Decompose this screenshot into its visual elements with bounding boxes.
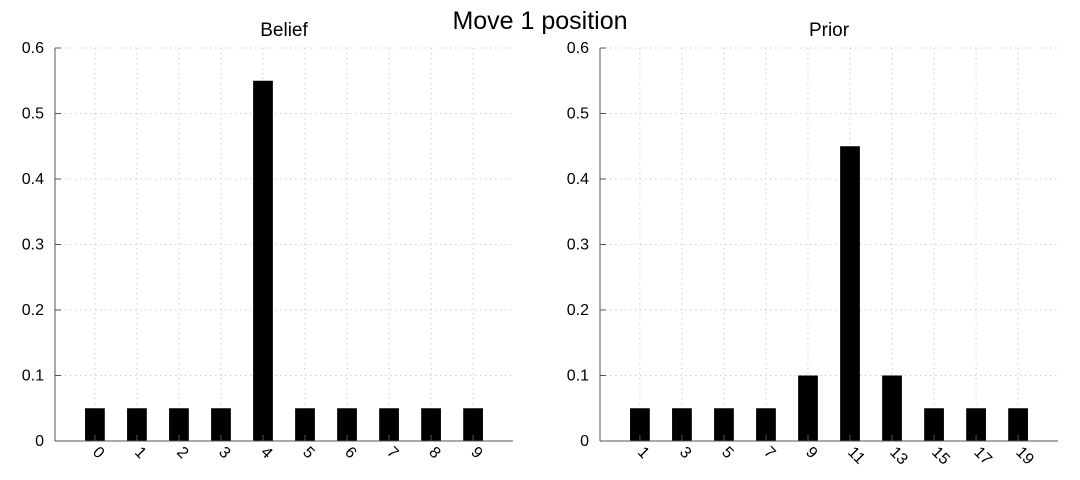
belief-xtick-label: 6 bbox=[341, 444, 359, 462]
belief-ytick-label: 0.4 bbox=[22, 171, 44, 188]
prior-bar-7 bbox=[756, 408, 776, 441]
belief-xtick-label: 8 bbox=[425, 444, 443, 462]
prior-xtick-label: 9 bbox=[802, 444, 820, 462]
belief-ytick-label: 0.1 bbox=[22, 368, 44, 385]
prior-ytick-label: 0.2 bbox=[567, 302, 589, 319]
belief-xtick-label: 7 bbox=[383, 444, 401, 462]
prior-ytick-label: 0.4 bbox=[567, 171, 589, 188]
prior-bar-19 bbox=[1008, 408, 1028, 441]
belief-xtick-label: 3 bbox=[215, 444, 233, 462]
prior-ytick-label: 0.3 bbox=[567, 237, 589, 254]
prior-ytick-label: 0 bbox=[580, 433, 589, 450]
prior-bar-11 bbox=[840, 146, 860, 441]
belief-ytick-label: 0.5 bbox=[22, 106, 44, 123]
belief-xtick-label: 9 bbox=[467, 444, 485, 462]
prior-xtick-label: 13 bbox=[886, 444, 911, 469]
prior-bar-17 bbox=[966, 408, 986, 441]
prior-xtick-label: 7 bbox=[760, 444, 778, 462]
prior-xtick-label: 15 bbox=[928, 444, 953, 469]
belief-xtick-label: 1 bbox=[131, 444, 149, 462]
belief-ytick-label: 0 bbox=[35, 433, 44, 450]
prior-xtick-label: 3 bbox=[676, 444, 694, 462]
figure-suptitle: Move 1 position bbox=[452, 7, 627, 35]
prior-bar-13 bbox=[882, 375, 902, 441]
belief-bar-8 bbox=[421, 408, 441, 441]
belief-bar-5 bbox=[295, 408, 315, 441]
belief-ytick-label: 0.3 bbox=[22, 237, 44, 254]
belief-xtick-label: 2 bbox=[173, 444, 191, 462]
belief-ytick-label: 0.6 bbox=[22, 40, 44, 57]
prior-xtick-label: 19 bbox=[1012, 444, 1037, 469]
belief-bar-0 bbox=[85, 408, 105, 441]
prior-bar-9 bbox=[798, 375, 818, 441]
prior-ytick-label: 0.6 bbox=[567, 40, 589, 57]
prior-bar-3 bbox=[672, 408, 692, 441]
belief-bar-2 bbox=[169, 408, 189, 441]
belief-chart-title: Belief bbox=[260, 20, 308, 41]
prior-xtick-label: 1 bbox=[634, 444, 652, 462]
belief-xtick-label: 5 bbox=[299, 444, 317, 462]
prior-xtick-label: 5 bbox=[718, 444, 736, 462]
belief-bar-6 bbox=[337, 408, 357, 441]
belief-bar-1 bbox=[127, 408, 147, 441]
prior-xtick-label: 17 bbox=[970, 444, 995, 469]
belief-bar-7 bbox=[379, 408, 399, 441]
prior-bar-5 bbox=[714, 408, 734, 441]
prior-xtick-label: 11 bbox=[844, 444, 868, 468]
prior-ytick-label: 0.5 bbox=[567, 106, 589, 123]
belief-bar-9 bbox=[463, 408, 483, 441]
belief-bar-4 bbox=[253, 80, 273, 441]
belief-chart: 0 0.1 0.2 0.3 0.4 0.5 0.6 0 1 2 3 4 5 6 7 8 9 Belief bbox=[22, 20, 513, 462]
belief-ytick-label: 0.2 bbox=[22, 302, 44, 319]
belief-bar-3 bbox=[211, 408, 231, 441]
belief-xtick-label: 4 bbox=[257, 444, 275, 462]
prior-bar-1 bbox=[630, 408, 650, 441]
prior-ytick-label: 0.1 bbox=[567, 368, 589, 385]
prior-bar-15 bbox=[924, 408, 944, 441]
belief-xtick-label: 0 bbox=[89, 444, 107, 462]
prior-chart-title: Prior bbox=[809, 20, 850, 41]
